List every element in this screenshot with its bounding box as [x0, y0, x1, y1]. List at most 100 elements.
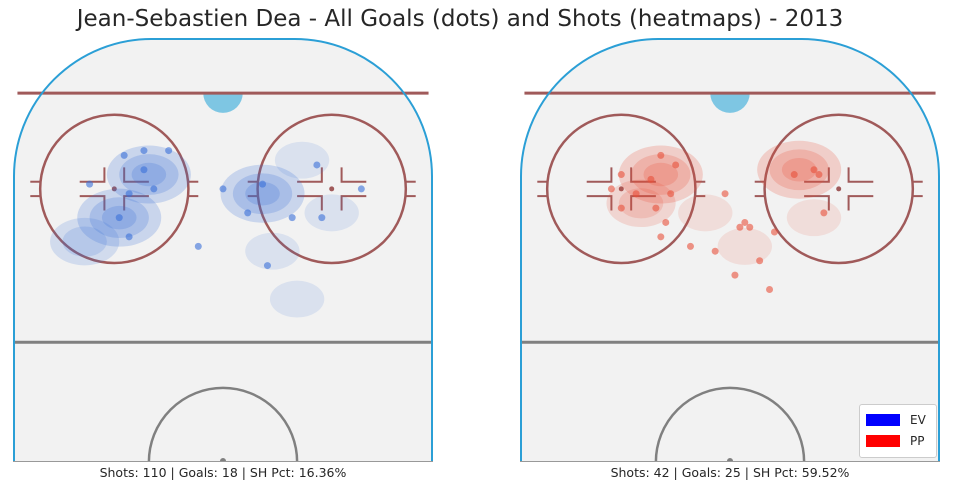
left-rink-boards	[13, 38, 433, 462]
left-rink-faceoff-circle-right	[247, 113, 416, 265]
left-goal-dots	[86, 147, 365, 270]
faceoff-hash-mark	[297, 167, 323, 183]
goal-dot	[657, 233, 665, 241]
goal-dot	[667, 190, 675, 198]
shot-density-contour	[757, 140, 842, 199]
faceoff-hash-mark	[804, 167, 830, 183]
shot-density-contour	[274, 141, 330, 179]
shot-density-contour	[50, 217, 120, 266]
legend-swatch-ev	[866, 414, 900, 426]
shot-density-contour	[119, 154, 179, 195]
legend-item-pp: PP	[866, 433, 924, 449]
faceoff-hash-mark	[123, 195, 149, 211]
legend-item-ev: EV	[866, 412, 926, 428]
legend-label-pp: PP	[910, 434, 925, 448]
goal-dot	[244, 209, 252, 217]
goal-dot	[736, 223, 744, 231]
goal-dot	[746, 223, 754, 231]
left-rink-faceoff-circle-left	[30, 113, 199, 265]
faceoff-dot	[111, 186, 117, 192]
faceoff-hash-mark	[297, 195, 323, 211]
right-rink-faceoff-circle-right	[754, 113, 923, 265]
faceoff-hash-mark	[630, 195, 656, 211]
faceoff-dot	[329, 186, 335, 192]
faceoff-circle-ring	[763, 113, 915, 265]
rink-left	[13, 38, 433, 462]
shot-density-contour	[232, 173, 293, 215]
goal-dot	[766, 286, 774, 294]
shot-density-contour	[62, 226, 107, 257]
caption-right: Shots: 42 | Goals: 25 | SH Pct: 59.52%	[610, 465, 850, 480]
legend-label-ev: EV	[910, 413, 926, 427]
legend: EV PP	[859, 404, 937, 458]
legend-swatch-pp	[866, 435, 900, 447]
goal-dot	[259, 180, 267, 188]
shot-density-contour	[618, 188, 664, 219]
goal-dot	[741, 218, 749, 226]
shot-density-contour	[786, 199, 842, 237]
faceoff-circle-ring	[256, 113, 408, 265]
shot-density-contour	[304, 194, 359, 232]
goal-dot	[721, 190, 729, 198]
goal-dot	[810, 166, 818, 174]
right-rink-center-circle	[654, 386, 806, 462]
goal-dot	[632, 190, 640, 198]
goal-dot	[652, 204, 660, 212]
shot-density-contour	[606, 179, 676, 228]
goal-dot	[125, 233, 133, 241]
goal-dot	[120, 151, 128, 159]
goal-dot	[219, 185, 227, 193]
right-rink-ice	[521, 39, 939, 462]
goal-dot	[140, 166, 148, 174]
right-rink-faceoff-circle-left	[537, 113, 706, 265]
shot-density-contour	[769, 149, 829, 191]
rink-right	[520, 38, 940, 462]
goal-dot	[672, 161, 680, 169]
goal-dot	[617, 171, 625, 179]
goal-dot	[194, 242, 202, 250]
faceoff-hash-mark	[847, 195, 874, 211]
chart-title: Jean-Sebastien Dea - All Goals (dots) an…	[76, 6, 844, 32]
faceoff-hash-mark	[340, 167, 367, 183]
faceoff-dot	[618, 186, 624, 192]
goal-dot	[86, 180, 94, 188]
faceoff-hash-mark	[804, 195, 830, 211]
shot-density-contour	[781, 158, 817, 182]
goal-dot	[607, 185, 615, 193]
right-goal-dots	[607, 151, 828, 294]
right-rink-boards	[520, 38, 940, 462]
goal-dot	[790, 171, 798, 179]
goal-dot	[657, 151, 665, 159]
faceoff-hash-mark	[586, 167, 613, 183]
left-rink-center-circle	[147, 386, 299, 462]
faceoff-circle-ring	[38, 113, 190, 265]
goal-dot	[125, 190, 133, 198]
goal-dot	[115, 214, 123, 222]
goal-dot	[815, 171, 823, 179]
goal-dot	[770, 228, 778, 236]
faceoff-dot	[836, 186, 842, 192]
shot-density-contour	[269, 280, 325, 318]
left-rink-goal-crease	[203, 93, 243, 113]
shot-density-contour	[717, 227, 772, 265]
right-heatmap	[606, 140, 842, 265]
left-rink-ice	[14, 39, 432, 462]
goal-dot	[140, 147, 148, 155]
left-heatmap	[50, 141, 359, 318]
goal-dot	[288, 214, 296, 222]
faceoff-hash-mark	[79, 195, 106, 211]
goal-dot	[647, 175, 655, 183]
goal-dot	[318, 214, 326, 222]
faceoff-hash-mark	[340, 195, 367, 211]
goal-dot	[617, 204, 625, 212]
goal-dot	[662, 218, 670, 226]
faceoff-hash-mark	[630, 167, 656, 183]
goal-dot	[711, 247, 719, 255]
shot-density-contour	[618, 145, 703, 204]
goal-dot	[263, 262, 271, 270]
faceoff-hash-mark	[586, 195, 613, 211]
shot-density-contour	[245, 181, 280, 206]
goal-dot	[686, 242, 694, 250]
shot-density-contour	[245, 232, 300, 270]
goal-dot	[820, 209, 828, 217]
